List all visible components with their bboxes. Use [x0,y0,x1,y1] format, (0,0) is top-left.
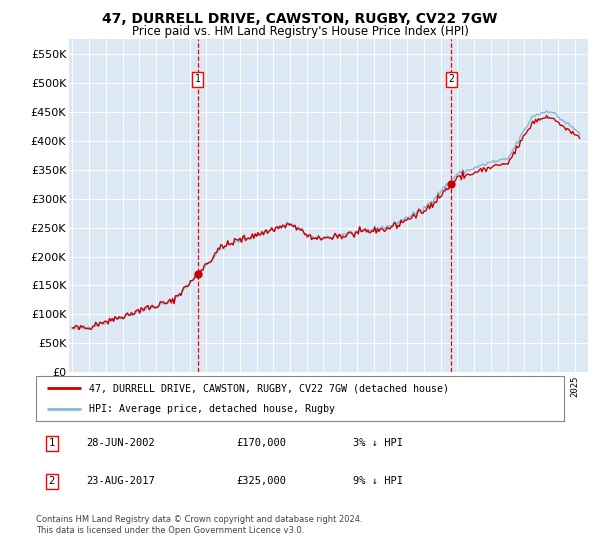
Text: 28-JUN-2002: 28-JUN-2002 [86,438,155,449]
Text: 3% ↓ HPI: 3% ↓ HPI [353,438,403,449]
Text: 1: 1 [195,74,200,84]
Text: £325,000: £325,000 [236,477,287,487]
Text: 47, DURRELL DRIVE, CAWSTON, RUGBY, CV22 7GW (detached house): 47, DURRELL DRIVE, CAWSTON, RUGBY, CV22 … [89,384,449,394]
Text: £170,000: £170,000 [236,438,287,449]
Text: 2: 2 [448,74,454,84]
Text: 9% ↓ HPI: 9% ↓ HPI [353,477,403,487]
Text: 2: 2 [49,477,55,487]
Text: 47, DURRELL DRIVE, CAWSTON, RUGBY, CV22 7GW: 47, DURRELL DRIVE, CAWSTON, RUGBY, CV22 … [103,12,497,26]
Text: Contains HM Land Registry data © Crown copyright and database right 2024.
This d: Contains HM Land Registry data © Crown c… [36,515,362,535]
Text: Price paid vs. HM Land Registry's House Price Index (HPI): Price paid vs. HM Land Registry's House … [131,25,469,38]
Text: 1: 1 [49,438,55,449]
Text: 23-AUG-2017: 23-AUG-2017 [86,477,155,487]
Text: HPI: Average price, detached house, Rugby: HPI: Average price, detached house, Rugb… [89,404,335,414]
